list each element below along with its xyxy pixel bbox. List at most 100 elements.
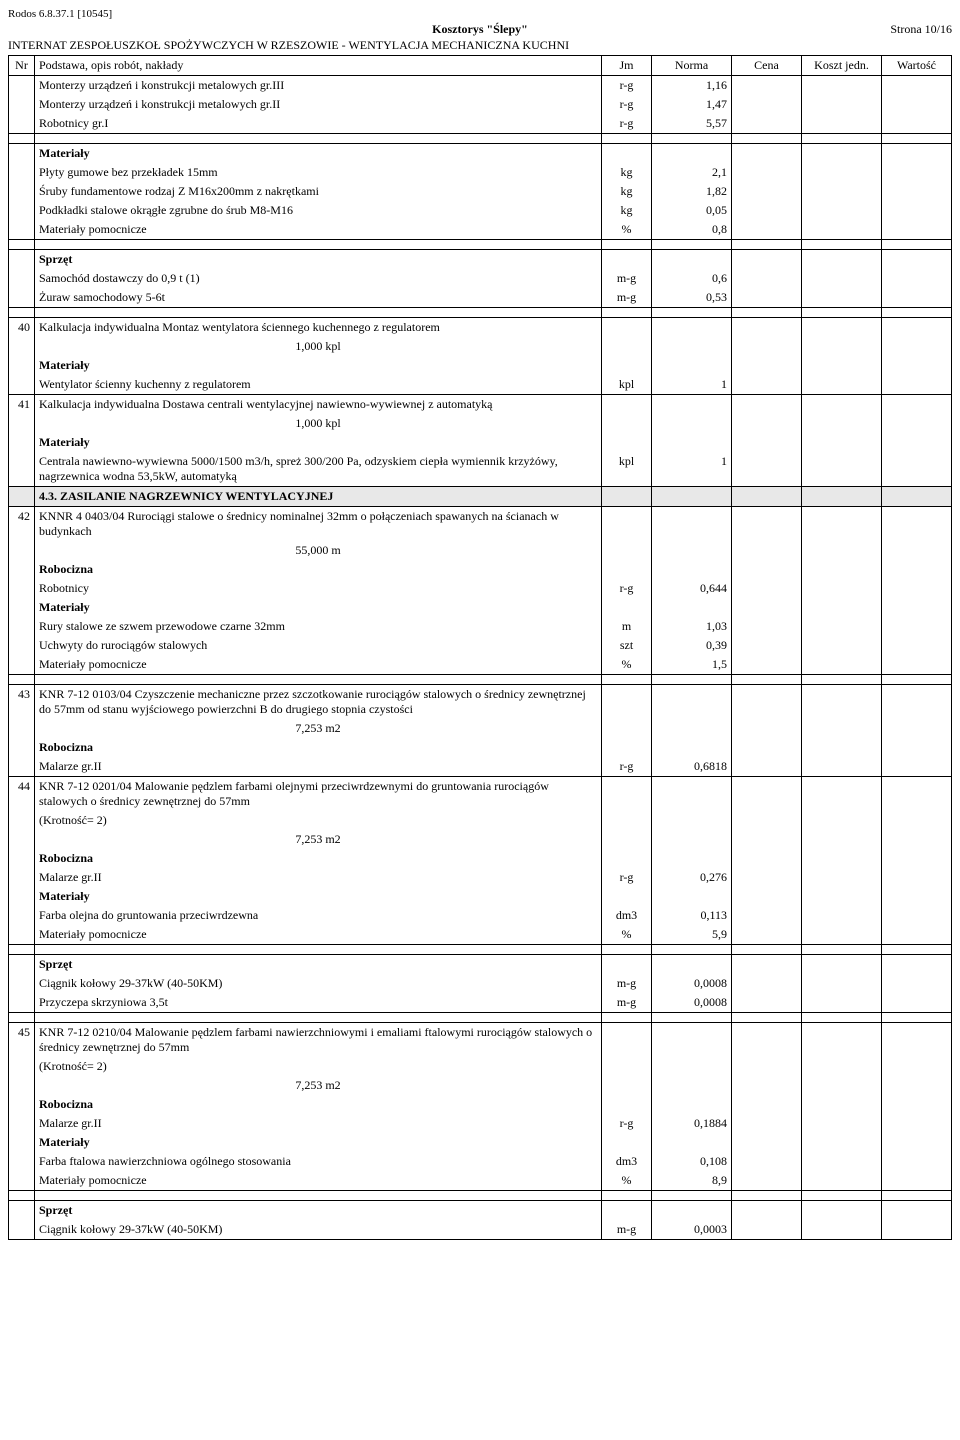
table-row	[9, 1013, 952, 1023]
page-title: Kosztorys "Ślepy"	[8, 22, 952, 37]
table-row: 1,000 kpl	[9, 414, 952, 433]
col-nr: Nr	[9, 56, 35, 76]
cell-cena	[732, 114, 802, 134]
cell-koszt	[802, 1133, 882, 1152]
col-jm: Jm	[602, 56, 652, 76]
table-row	[9, 675, 952, 685]
cell-jm: dm3	[602, 906, 652, 925]
cell-jm: m-g	[602, 269, 652, 288]
cell-nr	[9, 250, 35, 270]
cell-desc: Kalkulacja indywidualna Montaz wentylato…	[35, 318, 602, 338]
cell-cena	[732, 560, 802, 579]
cell-nr	[9, 433, 35, 452]
cell-koszt	[802, 906, 882, 925]
cell-norma: 1	[652, 375, 732, 395]
cell-koszt	[802, 955, 882, 975]
cell-jm: r-g	[602, 1114, 652, 1133]
cell-jm	[602, 144, 652, 164]
col-cena: Cena	[732, 56, 802, 76]
cell-wartosc	[882, 356, 952, 375]
cell-wartosc	[882, 719, 952, 738]
cell-koszt	[802, 163, 882, 182]
cell-desc: Przyczepa skrzyniowa 3,5t	[35, 993, 602, 1013]
cell-nr	[9, 1076, 35, 1095]
table-row: 40Kalkulacja indywidualna Montaz wentyla…	[9, 318, 952, 338]
cell-desc: Robotnicy gr.I	[35, 114, 602, 134]
cell-nr	[9, 955, 35, 975]
cell-wartosc	[882, 114, 952, 134]
cell-norma	[652, 1057, 732, 1076]
cell-cena	[732, 1023, 802, 1058]
cell-jm	[602, 887, 652, 906]
cell-norma	[652, 598, 732, 617]
cell-nr	[9, 1095, 35, 1114]
cell-wartosc	[882, 906, 952, 925]
cell-norma: 1,03	[652, 617, 732, 636]
cell-jm: m-g	[602, 993, 652, 1013]
cell-cena	[732, 849, 802, 868]
cell-wartosc	[882, 849, 952, 868]
table-row: Sprzęt	[9, 250, 952, 270]
cell-jm	[602, 598, 652, 617]
table-row: 43KNR 7-12 0103/04 Czyszczenie mechanicz…	[9, 685, 952, 720]
cell-norma: 0,108	[652, 1152, 732, 1171]
cell-wartosc	[882, 288, 952, 308]
cell-desc: 1,000 kpl	[35, 414, 602, 433]
cell-jm	[602, 738, 652, 757]
cell-koszt	[802, 395, 882, 415]
cell-cena	[732, 250, 802, 270]
cell-nr: 40	[9, 318, 35, 338]
cell-nr	[9, 144, 35, 164]
table-row: Malarze gr.IIr-g0,276	[9, 868, 952, 887]
cell-wartosc	[882, 318, 952, 338]
table-row: (Krotność= 2)	[9, 811, 952, 830]
cell-jm	[602, 414, 652, 433]
cell-koszt	[802, 560, 882, 579]
cell-cena	[732, 738, 802, 757]
cell-norma: 1,16	[652, 76, 732, 96]
cell-desc: KNR 7-12 0210/04 Malowanie pędzlem farba…	[35, 1023, 602, 1058]
cell-wartosc	[882, 1076, 952, 1095]
cell-norma	[652, 356, 732, 375]
cell-nr	[9, 452, 35, 487]
cell-cena	[732, 1152, 802, 1171]
cell-nr	[9, 636, 35, 655]
cell-desc: Sprzęt	[35, 1201, 602, 1221]
cell-jm	[602, 719, 652, 738]
cell-norma	[652, 144, 732, 164]
cell-jm: m	[602, 617, 652, 636]
cell-norma	[652, 337, 732, 356]
cell-jm: r-g	[602, 757, 652, 777]
cell-wartosc	[882, 1201, 952, 1221]
cell-koszt	[802, 738, 882, 757]
table-row: Śruby fundamentowe rodzaj Z M16x200mm z …	[9, 182, 952, 201]
cell-desc: Materiały	[35, 887, 602, 906]
cell-wartosc	[882, 757, 952, 777]
cell-cena	[732, 1114, 802, 1133]
cell-norma: 5,57	[652, 114, 732, 134]
cell-nr	[9, 1114, 35, 1133]
cell-koszt	[802, 1057, 882, 1076]
subtitle: INTERNAT ZESPOŁUSZKOŁ SPOŻYWCZYCH W RZES…	[8, 38, 952, 53]
table-row	[9, 945, 952, 955]
col-desc: Podstawa, opis robót, nakłady	[35, 56, 602, 76]
cell-koszt	[802, 757, 882, 777]
cell-koszt	[802, 182, 882, 201]
table-row: Samochód dostawczy do 0,9 t (1)m-g0,6	[9, 269, 952, 288]
cell-desc: Farba olejna do gruntowania przeciwrdzew…	[35, 906, 602, 925]
cell-wartosc	[882, 541, 952, 560]
cell-koszt	[802, 356, 882, 375]
cell-jm: szt	[602, 636, 652, 655]
cell-jm: kpl	[602, 375, 652, 395]
cell-nr	[9, 220, 35, 240]
table-row: Robotnicy gr.Ir-g5,57	[9, 114, 952, 134]
cell-norma: 0,276	[652, 868, 732, 887]
cost-table: Nr Podstawa, opis robót, nakłady Jm Norm…	[8, 55, 952, 1240]
cell-koszt	[802, 685, 882, 720]
cell-jm	[602, 811, 652, 830]
cell-nr	[9, 182, 35, 201]
cell-jm	[602, 955, 652, 975]
cell-nr	[9, 738, 35, 757]
cell-norma	[652, 811, 732, 830]
table-row: Monterzy urządzeń i konstrukcji metalowy…	[9, 76, 952, 96]
